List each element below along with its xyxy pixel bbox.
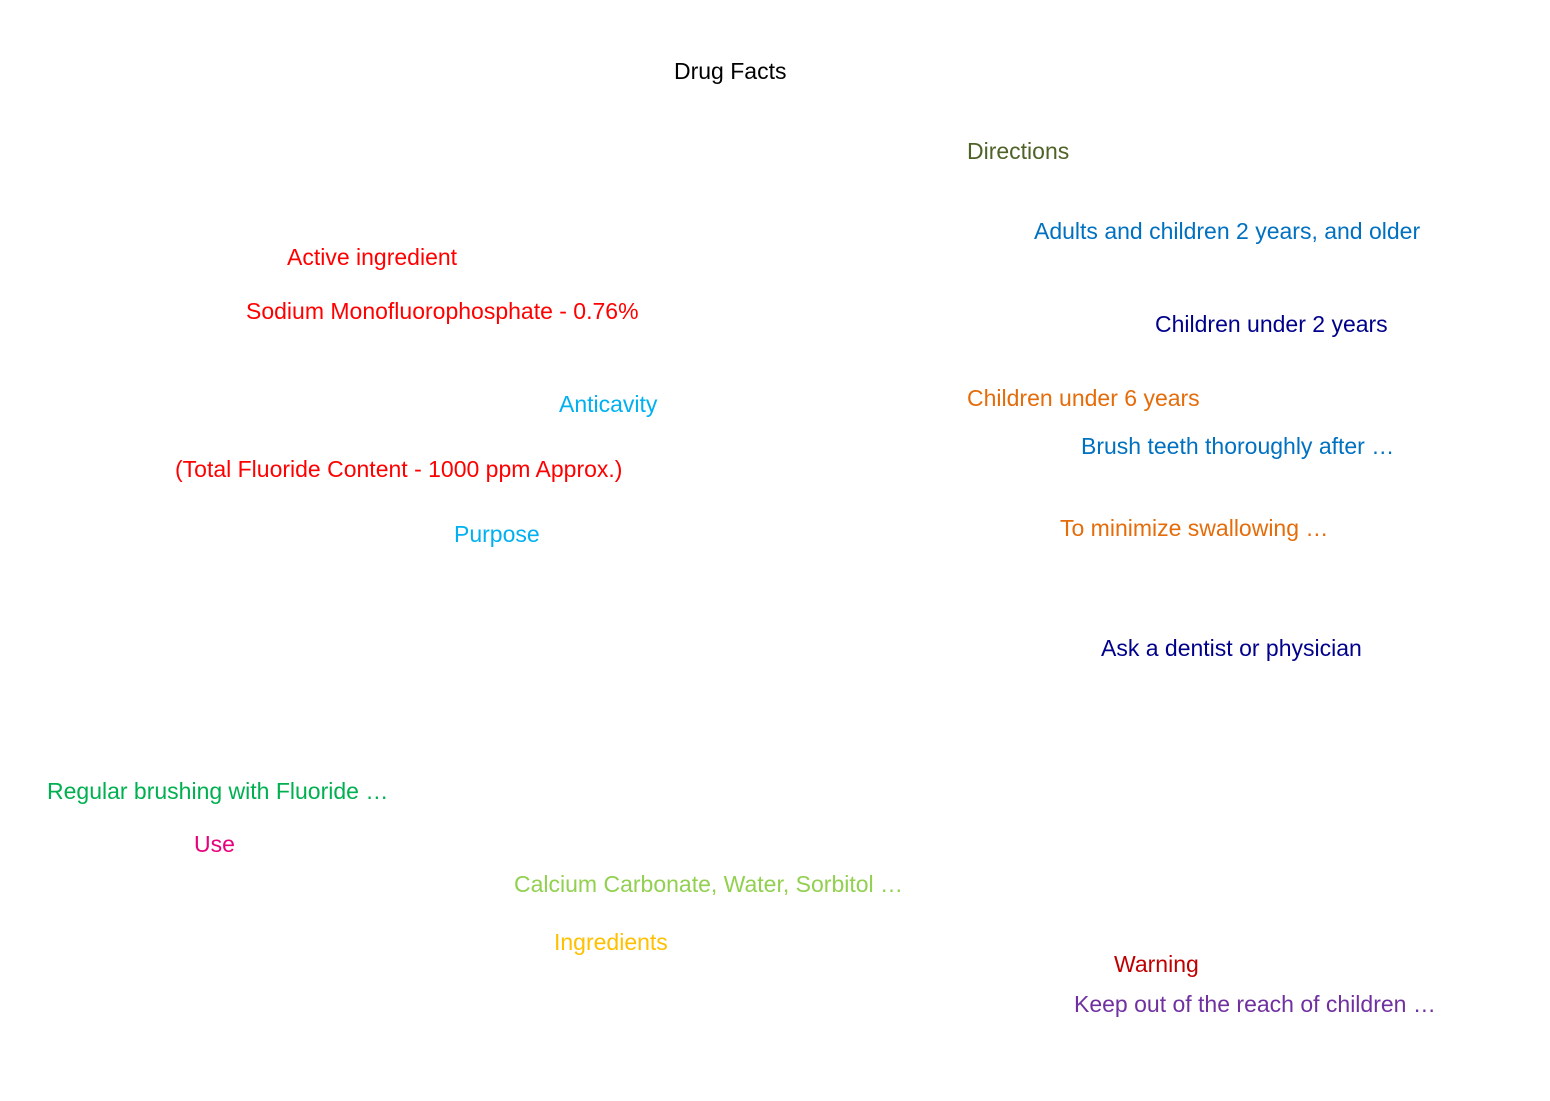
node-anticavity: Anticavity (559, 391, 658, 417)
node-use: Use (194, 831, 235, 857)
node-purpose: Purpose (454, 521, 540, 547)
diagram-title: Drug Facts (674, 58, 787, 84)
node-directions: Directions (967, 138, 1070, 164)
node-total-fluoride-content: (Total Fluoride Content - 1000 ppm Appro… (175, 456, 623, 482)
node-regular-brushing: Regular brushing with Fluoride … (47, 778, 389, 804)
node-children-under-2: Children under 2 years (1155, 311, 1388, 337)
node-minimize-swallowing: To minimize swallowing … (1060, 515, 1329, 541)
node-keep-out-of-reach: Keep out of the reach of children … (1074, 991, 1436, 1017)
node-warning: Warning (1114, 951, 1199, 977)
node-calcium-carbonate: Calcium Carbonate, Water, Sorbitol … (514, 871, 904, 897)
node-sodium-monofluorophosphate: Sodium Monofluorophosphate - 0.76% (246, 298, 639, 324)
node-children-under-6: Children under 6 years (967, 385, 1200, 411)
node-active-ingredient: Active ingredient (287, 244, 458, 270)
node-adults-and-children: Adults and children 2 years, and older (1034, 218, 1421, 244)
node-brush-teeth: Brush teeth thoroughly after … (1081, 433, 1395, 459)
node-ask-dentist: Ask a dentist or physician (1101, 635, 1362, 661)
node-ingredients: Ingredients (554, 929, 668, 955)
